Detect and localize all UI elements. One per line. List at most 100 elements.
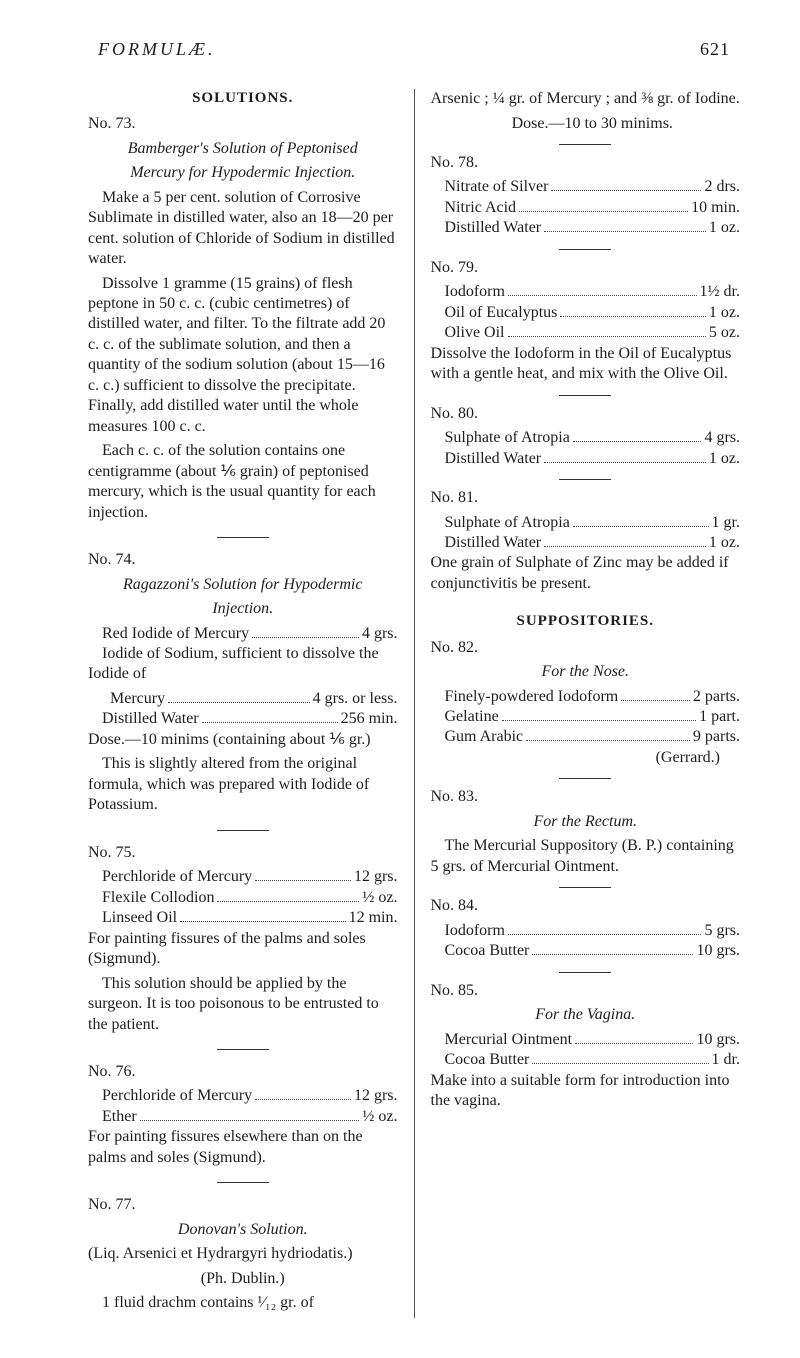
label: Gum Arabic <box>431 727 524 747</box>
label: Iodoform <box>431 282 505 302</box>
leader-dots <box>252 628 359 638</box>
no-79-note: Dissolve the Iodoform in the Oil of Euca… <box>431 344 741 385</box>
no-85: No. 85. <box>431 981 741 1001</box>
leader-dots <box>575 1034 693 1044</box>
no-76: No. 76. <box>88 1062 398 1082</box>
no-82-line-2: Gelatine1 part. <box>431 707 741 727</box>
leader-dots <box>532 1054 708 1064</box>
no-80-line-2: Distilled Water1 oz. <box>431 449 741 469</box>
rule <box>559 395 611 396</box>
no-74-line-2: Mercury4 grs. or less. <box>88 689 398 709</box>
leader-dots <box>519 202 688 212</box>
no-74-title-2: Injection. <box>88 599 398 619</box>
label: Nitrate of Silver <box>431 177 549 197</box>
value: 10 grs. <box>696 941 740 961</box>
columns: SOLUTIONS. No. 73. Bamberger's Solution … <box>88 89 740 1318</box>
label: Flexile Collodion <box>88 888 214 908</box>
no-79: No. 79. <box>431 258 741 278</box>
no-81-line-2: Distilled Water1 oz. <box>431 533 741 553</box>
no-82-line-1: Finely-powdered Iodoform 2 parts. <box>431 687 741 707</box>
label: Mercurial Ointment <box>431 1030 573 1050</box>
no-75-line-1: Perchloride of Mercury12 grs. <box>88 867 398 887</box>
no-75-note-1: For painting fissures of the palms and s… <box>88 929 398 970</box>
no-77-line-3: 1 fluid drachm contains ¹⁄₁₂ gr. of <box>88 1293 398 1313</box>
no-82-note: (Gerrard.) <box>431 748 741 768</box>
label: Gelatine <box>431 707 499 727</box>
label: Red Iodide of Mercury <box>88 624 249 644</box>
value: 4 grs. <box>704 428 740 448</box>
leader-dots <box>217 892 359 902</box>
leader-dots <box>202 714 338 724</box>
no-74: No. 74. <box>88 550 398 570</box>
leader-dots <box>551 182 701 192</box>
rule <box>559 144 611 145</box>
no-73: No. 73. <box>88 114 398 134</box>
leader-dots <box>508 327 706 337</box>
leader-dots <box>532 945 693 955</box>
no-74-line-1: Red Iodide of Mercury 4 grs. <box>88 624 398 644</box>
leader-dots <box>255 1091 351 1101</box>
no-73-para-1: Make a 5 per cent. solution of Corrosive… <box>88 188 398 270</box>
no-75-line-2: Flexile Collodion½ oz. <box>88 888 398 908</box>
no-78: No. 78. <box>431 153 741 173</box>
no-85-line-2: Cocoa Butter 1 dr. <box>431 1050 741 1070</box>
no-80-line-1: Sulphate of Atropia 4 grs. <box>431 428 741 448</box>
no-75-note-2: This solution should be applied by the s… <box>88 974 398 1035</box>
label: Oil of Eucalyptus <box>431 303 558 323</box>
value: 12 grs. <box>354 867 398 887</box>
leader-dots <box>621 691 690 701</box>
leader-dots <box>573 517 709 527</box>
rule <box>559 778 611 779</box>
no-80: No. 80. <box>431 404 741 424</box>
no-75: No. 75. <box>88 843 398 863</box>
value: 5 grs. <box>704 921 740 941</box>
value: 1½ dr. <box>700 282 740 302</box>
no-75-line-3: Linseed Oil12 min. <box>88 908 398 928</box>
label: Olive Oil <box>431 323 505 343</box>
no-74-dose: Dose.—10 minims (containing about ⅙ gr.) <box>88 730 398 750</box>
leader-dots <box>502 711 696 721</box>
value: 4 grs. <box>362 624 398 644</box>
leader-dots <box>140 1111 360 1121</box>
label: Sulphate of Atropia <box>431 428 570 448</box>
running-title: FORMULÆ. <box>98 38 216 61</box>
right-top-2: Dose.—10 to 30 minims. <box>431 114 741 134</box>
value: 256 min. <box>341 709 398 729</box>
value: 1 dr. <box>712 1050 740 1070</box>
no-79-line-2: Oil of Eucalyptus1 oz. <box>431 303 741 323</box>
value: 2 parts. <box>693 687 740 707</box>
label: Cocoa Butter <box>431 1050 530 1070</box>
label: Sulphate of Atropia <box>431 513 570 533</box>
running-head: FORMULÆ. 621 <box>88 38 740 61</box>
suppositories-head: SUPPOSITORIES. <box>431 612 741 631</box>
no-79-line-3: Olive Oil 5 oz. <box>431 323 741 343</box>
no-77-title: Donovan's Solution. <box>88 1220 398 1240</box>
value: 1 gr. <box>712 513 740 533</box>
value: 10 min. <box>691 198 740 218</box>
no-81-note: One grain of Sulphate of Zinc may be add… <box>431 553 741 594</box>
no-73-title-1: Bamberger's Solution of Peptonised <box>88 139 398 159</box>
leader-dots <box>508 925 702 935</box>
value: 2 drs. <box>704 177 740 197</box>
page-number: 621 <box>700 38 730 61</box>
rule <box>217 1049 269 1050</box>
label: Iodoform <box>431 921 505 941</box>
no-85-note: Make into a suitable form for introducti… <box>431 1071 741 1112</box>
value: 1 oz. <box>709 449 740 469</box>
value: 10 grs. <box>696 1030 740 1050</box>
no-81-line-1: Sulphate of Atropia 1 gr. <box>431 513 741 533</box>
leader-dots <box>544 453 706 463</box>
label: Finely-powdered Iodoform <box>431 687 619 707</box>
value: 12 min. <box>349 908 398 928</box>
label: Perchloride of Mercury <box>88 1086 252 1106</box>
leader-dots <box>168 693 310 703</box>
no-74-line-3: Distilled Water256 min. <box>88 709 398 729</box>
no-84: No. 84. <box>431 896 741 916</box>
value: 1 oz. <box>709 218 740 238</box>
leader-dots <box>560 307 706 317</box>
no-84-line-2: Cocoa Butter 10 grs. <box>431 941 741 961</box>
right-column: Arsenic ; ¼ gr. of Mercury ; and ⅜ gr. o… <box>415 89 741 1318</box>
value: 5 oz. <box>709 323 740 343</box>
leader-dots <box>573 432 702 442</box>
label: Cocoa Butter <box>431 941 530 961</box>
